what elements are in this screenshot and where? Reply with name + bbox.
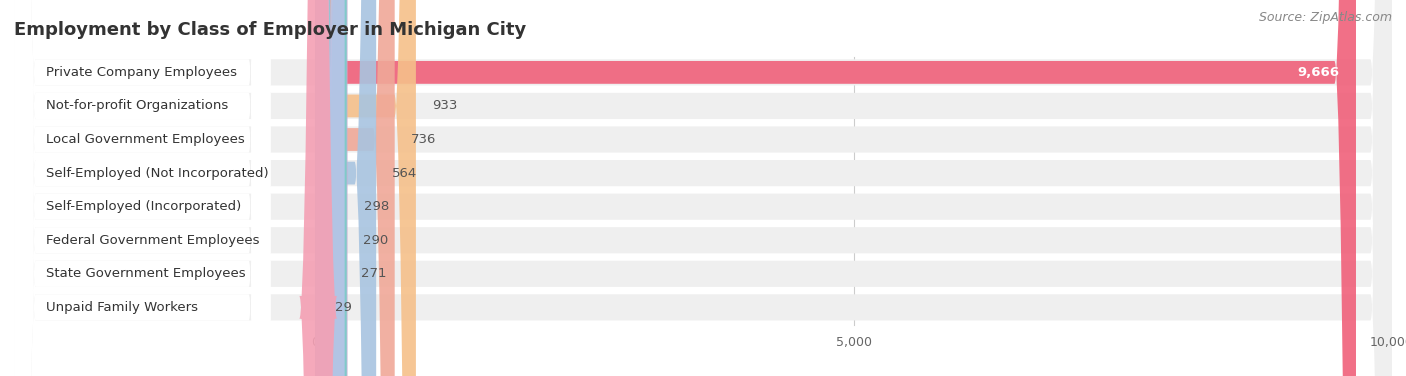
FancyBboxPatch shape (315, 0, 416, 376)
Text: 298: 298 (364, 200, 389, 213)
FancyBboxPatch shape (14, 0, 270, 376)
FancyBboxPatch shape (14, 0, 1392, 376)
Text: Federal Government Employees: Federal Government Employees (46, 234, 260, 247)
Text: 271: 271 (361, 267, 387, 280)
FancyBboxPatch shape (14, 0, 1392, 376)
FancyBboxPatch shape (315, 0, 347, 376)
FancyBboxPatch shape (14, 0, 270, 376)
Text: Unpaid Family Workers: Unpaid Family Workers (46, 301, 198, 314)
Text: Self-Employed (Not Incorporated): Self-Employed (Not Incorporated) (46, 167, 269, 180)
FancyBboxPatch shape (315, 0, 347, 376)
FancyBboxPatch shape (14, 0, 270, 376)
FancyBboxPatch shape (14, 0, 1392, 376)
FancyBboxPatch shape (14, 0, 1392, 376)
FancyBboxPatch shape (315, 0, 1355, 376)
Text: Local Government Employees: Local Government Employees (46, 133, 245, 146)
FancyBboxPatch shape (14, 0, 270, 376)
Text: Private Company Employees: Private Company Employees (46, 66, 238, 79)
Text: 736: 736 (411, 133, 436, 146)
FancyBboxPatch shape (14, 0, 270, 376)
FancyBboxPatch shape (14, 0, 1392, 376)
Text: 290: 290 (363, 234, 388, 247)
FancyBboxPatch shape (315, 0, 395, 376)
FancyBboxPatch shape (315, 0, 344, 376)
Text: Source: ZipAtlas.com: Source: ZipAtlas.com (1258, 11, 1392, 24)
FancyBboxPatch shape (14, 0, 270, 376)
FancyBboxPatch shape (315, 0, 377, 376)
Text: Employment by Class of Employer in Michigan City: Employment by Class of Employer in Michi… (14, 21, 526, 39)
FancyBboxPatch shape (14, 0, 270, 376)
FancyBboxPatch shape (14, 0, 270, 376)
Text: 9,666: 9,666 (1298, 66, 1340, 79)
FancyBboxPatch shape (299, 0, 337, 376)
FancyBboxPatch shape (14, 0, 1392, 376)
Text: 564: 564 (392, 167, 418, 180)
FancyBboxPatch shape (14, 0, 1392, 376)
Text: State Government Employees: State Government Employees (46, 267, 246, 280)
Text: 933: 933 (432, 99, 457, 112)
Text: 29: 29 (335, 301, 352, 314)
Text: Self-Employed (Incorporated): Self-Employed (Incorporated) (46, 200, 242, 213)
FancyBboxPatch shape (14, 0, 1392, 376)
Text: Not-for-profit Organizations: Not-for-profit Organizations (46, 99, 229, 112)
